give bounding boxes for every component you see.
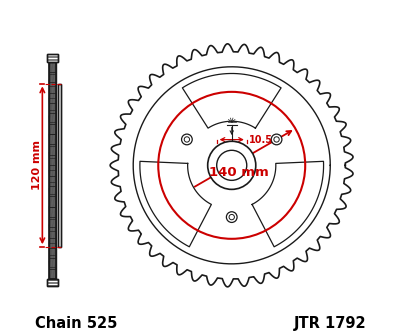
Bar bbox=[47, 54, 58, 62]
Text: 10.5: 10.5 bbox=[250, 135, 274, 145]
Circle shape bbox=[208, 141, 256, 189]
Bar bbox=[58, 84, 61, 247]
Text: 140 mm: 140 mm bbox=[208, 166, 268, 178]
Circle shape bbox=[274, 137, 279, 142]
Text: 120 mm: 120 mm bbox=[32, 140, 42, 190]
Circle shape bbox=[217, 150, 247, 180]
Polygon shape bbox=[140, 161, 211, 247]
Circle shape bbox=[226, 212, 237, 222]
Bar bbox=[47, 279, 58, 286]
Circle shape bbox=[184, 137, 190, 142]
Text: JTR 1792: JTR 1792 bbox=[294, 316, 366, 331]
Circle shape bbox=[271, 134, 282, 145]
Polygon shape bbox=[182, 73, 281, 128]
Circle shape bbox=[182, 134, 192, 145]
Polygon shape bbox=[252, 161, 324, 247]
Bar bbox=[47, 279, 58, 286]
Bar bbox=[49, 62, 56, 279]
Circle shape bbox=[229, 214, 234, 220]
Bar bbox=[58, 84, 61, 247]
Text: Chain 525: Chain 525 bbox=[35, 316, 117, 331]
Bar bbox=[47, 54, 58, 62]
Bar bbox=[49, 62, 56, 279]
